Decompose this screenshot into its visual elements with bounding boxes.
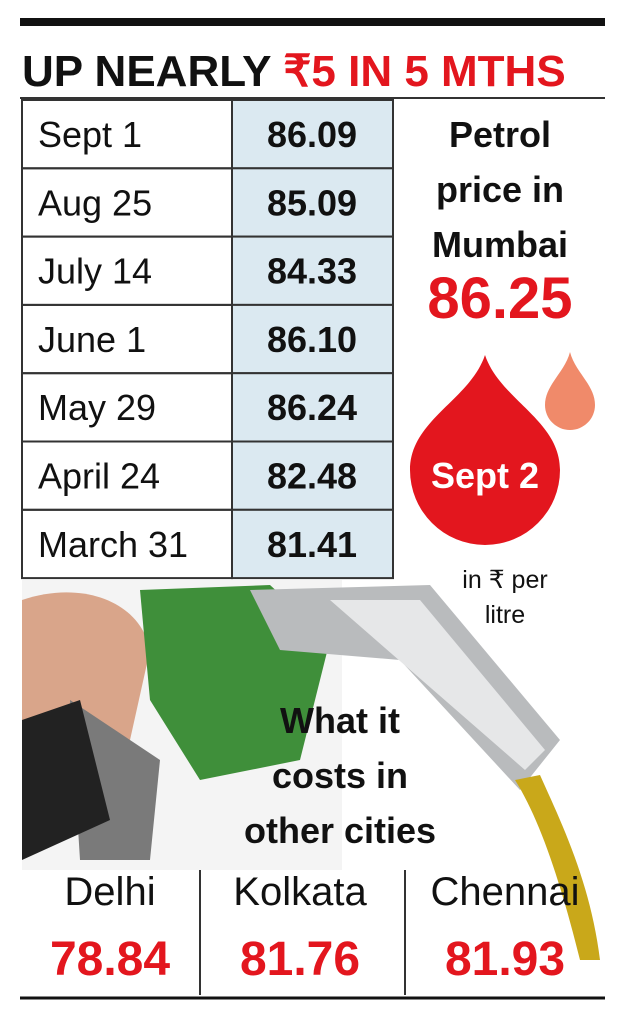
- mumbai-date: Sept 2: [431, 455, 539, 496]
- cities-heading: other cities: [244, 810, 436, 851]
- city-price: 78.84: [50, 933, 170, 986]
- price: 82.48: [267, 456, 357, 497]
- unit-label: in ₹ per: [462, 566, 547, 594]
- top-rule: [20, 18, 605, 26]
- mumbai-label: Mumbai: [432, 224, 568, 265]
- price-table: Sept 1 86.09 Aug 25 85.09 July 14 84.33 June 1…: [21, 99, 394, 580]
- small-drop: [545, 352, 595, 430]
- city-price: 81.76: [240, 933, 360, 986]
- date: June 1: [38, 319, 146, 360]
- unit-label: litre: [485, 601, 525, 629]
- title-highlight: ₹5 IN 5 MTHS: [283, 47, 565, 96]
- value-cell: [231, 303, 394, 375]
- date: April 24: [38, 456, 160, 497]
- date: July 14: [38, 251, 152, 292]
- title-prefix: UP NEARLY: [22, 47, 271, 96]
- price: 81.41: [267, 524, 357, 565]
- mumbai-panel: Sept 2 86.25 Petrol price in Mumbai in ₹ pe…: [410, 114, 595, 629]
- date: Sept 1: [38, 114, 142, 155]
- price: 84.33: [267, 251, 357, 292]
- cities-heading: What it: [280, 700, 400, 741]
- value-cell: [231, 508, 394, 580]
- cities-heading: costs in: [272, 755, 408, 796]
- value-cell: [231, 167, 394, 238]
- date: March 31: [38, 524, 188, 565]
- mumbai-price: 86.25: [427, 266, 572, 331]
- other-cities: What it costs in other cities Delhi 78.84 Kol…: [50, 700, 580, 995]
- big-drop: [410, 355, 560, 545]
- mumbai-label: Petrol: [449, 114, 551, 155]
- title: UP NEARLY ₹5 IN 5 MTHS: [22, 47, 566, 96]
- city-name: Kolkata: [233, 870, 367, 914]
- pump-illustration: [22, 580, 600, 960]
- date: May 29: [38, 387, 156, 428]
- mumbai-label: price in: [436, 169, 564, 210]
- price: 85.09: [267, 182, 357, 223]
- city-name: Chennai: [430, 870, 579, 914]
- city-price: 81.93: [445, 933, 565, 986]
- price: 86.09: [267, 114, 357, 155]
- price: 86.10: [267, 319, 357, 360]
- price: 86.24: [267, 387, 357, 428]
- city-name: Delhi: [64, 870, 155, 914]
- date-cell: [21, 508, 233, 580]
- value-cell: [231, 372, 394, 443]
- date: Aug 25: [38, 182, 152, 223]
